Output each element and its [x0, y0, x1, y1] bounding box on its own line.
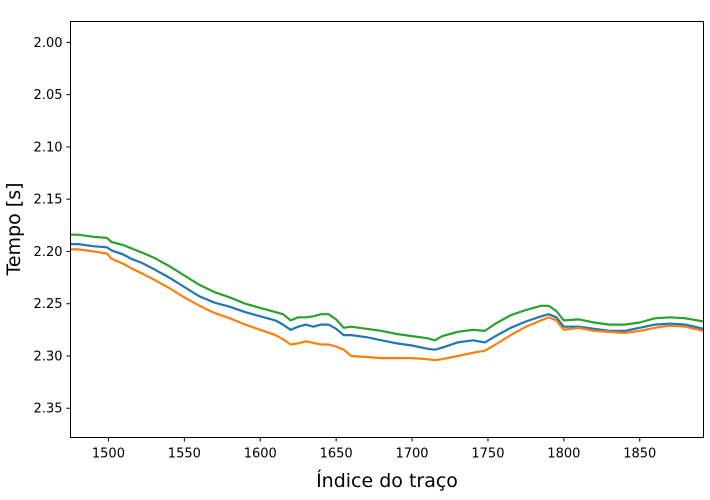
plot-area-frame [70, 21, 704, 438]
y-tick-label: 2.30 [34, 349, 63, 364]
x-tick-label: 1750 [471, 447, 504, 462]
x-tick-label: 1650 [320, 447, 353, 462]
x-tick-label: 1850 [623, 447, 656, 462]
y-tick-label: 2.15 [34, 193, 63, 208]
series-layer [70, 233, 704, 362]
y-tick-label: 2.05 [34, 88, 63, 103]
series-line-3 [70, 233, 704, 342]
y-tick-label: 2.00 [34, 36, 63, 51]
y-axis-label: Tempo [s] [3, 182, 25, 276]
x-tick-label: 1700 [395, 447, 428, 462]
y-tick-label: 2.25 [34, 297, 63, 312]
x-tick-label: 1600 [244, 447, 277, 462]
x-tick-label: 1550 [168, 447, 201, 462]
x-axis-label: Índice do traço [316, 469, 458, 492]
x-axis-ticks: 1500 1550 1600 1650 1700 1750 1800 1850 [92, 437, 656, 462]
series-line-1 [70, 243, 704, 351]
y-tick-label: 2.35 [34, 402, 63, 417]
y-tick-label: 2.20 [34, 245, 63, 260]
x-tick-label: 1500 [92, 447, 125, 462]
y-axis-ticks: 2.00 2.05 2.10 2.15 2.20 2.25 2.30 2.35 [34, 36, 71, 417]
x-tick-label: 1800 [547, 447, 580, 462]
series-line-2 [70, 248, 704, 362]
y-tick-label: 2.10 [34, 140, 63, 155]
